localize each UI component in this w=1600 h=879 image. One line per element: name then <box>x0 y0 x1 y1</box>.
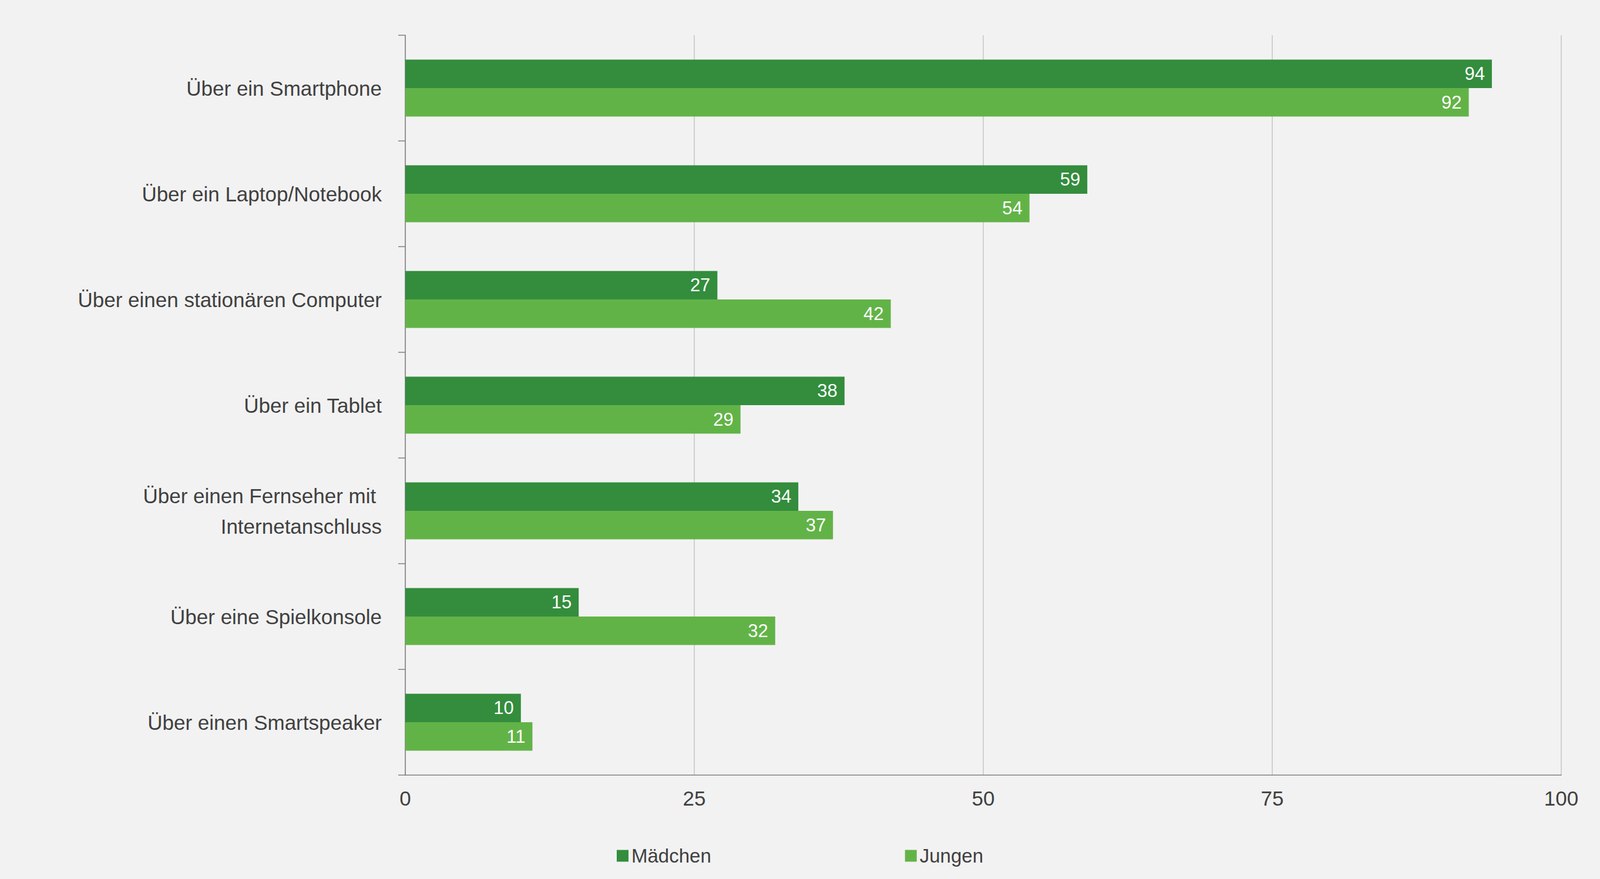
svg-text:10: 10 <box>493 697 514 719</box>
svg-text:Über einen Smartspeaker: Über einen Smartspeaker <box>147 711 382 735</box>
svg-text:Über ein Tablet: Über ein Tablet <box>243 394 382 418</box>
svg-text:Über eine Spielkonsole: Über eine Spielkonsole <box>170 605 382 629</box>
svg-text:15: 15 <box>551 592 572 613</box>
svg-text:Über einen stationären Compute: Über einen stationären Computer <box>77 288 382 312</box>
svg-text:29: 29 <box>713 409 734 430</box>
svg-text:Jungen: Jungen <box>919 845 984 867</box>
svg-text:27: 27 <box>690 274 711 296</box>
svg-text:Über ein Laptop/Notebook: Über ein Laptop/Notebook <box>141 182 382 206</box>
svg-text:Über ein Smartphone: Über ein Smartphone <box>186 76 382 100</box>
svg-text:Über einen Fernseher mit: Über einen Fernseher mit <box>142 484 382 508</box>
svg-text:38: 38 <box>817 380 838 402</box>
svg-text:59: 59 <box>1060 169 1081 190</box>
svg-text:50: 50 <box>972 787 996 810</box>
svg-text:92: 92 <box>1441 92 1462 113</box>
svg-text:94: 94 <box>1464 63 1485 84</box>
svg-text:75: 75 <box>1261 787 1284 810</box>
svg-text:25: 25 <box>683 787 707 810</box>
svg-text:0: 0 <box>399 787 411 810</box>
svg-text:100: 100 <box>1544 787 1579 810</box>
svg-text:37: 37 <box>805 515 826 536</box>
svg-text:34: 34 <box>771 486 792 507</box>
svg-text:11: 11 <box>506 726 526 748</box>
svg-text:Internetanschluss: Internetanschluss <box>220 515 382 539</box>
svg-text:42: 42 <box>863 303 884 325</box>
svg-text:32: 32 <box>747 620 768 642</box>
svg-text:54: 54 <box>1002 197 1023 219</box>
svg-text:Mädchen: Mädchen <box>631 845 712 867</box>
